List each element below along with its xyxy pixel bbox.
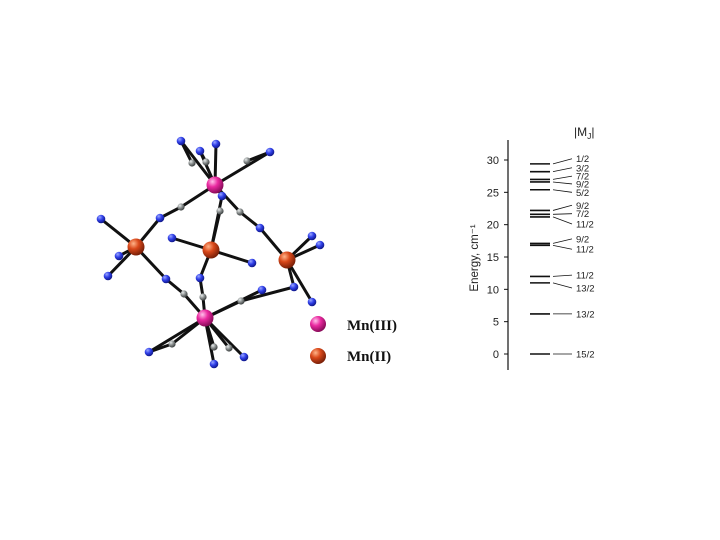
nitrogen-atom (155, 213, 165, 223)
carbon-atom (202, 158, 210, 166)
mj-value-label: 9/2 (576, 201, 589, 212)
molecular-structure (96, 136, 325, 369)
nitrogen-atom (161, 274, 171, 284)
nitrogen-atom (103, 271, 113, 281)
atom-set (96, 136, 325, 369)
nitrogen-atom (114, 251, 124, 261)
nitrogen-atom (265, 147, 275, 157)
nitrogen-atom (211, 139, 221, 149)
mj-labels: 1/23/27/29/25/29/27/211/29/211/211/213/2… (552, 154, 595, 361)
level-leader-line (552, 274, 573, 277)
mj-value-label: 9/2 (576, 234, 589, 245)
legend-marker-mn3 (310, 316, 326, 332)
level-leader-line (552, 216, 573, 225)
nitrogen-atom (257, 285, 267, 295)
mj-value-label: 11/2 (576, 245, 594, 256)
mn2-atom (278, 251, 296, 269)
y-tick-label: 10 (487, 284, 499, 296)
mj-header-subscript: J (587, 131, 591, 141)
nitrogen-atom (289, 282, 299, 292)
mn2-atom (127, 238, 145, 256)
carbon-atom (168, 340, 176, 348)
bond (239, 285, 296, 303)
mj-value-label: 3/2 (576, 163, 589, 174)
mn2-atom (202, 241, 220, 259)
level-leader-line (552, 189, 573, 193)
nitrogen-atom (144, 347, 154, 357)
carbon-atom (237, 297, 245, 305)
carbon-atom (188, 159, 196, 167)
mj-column-header: |MJ| (574, 125, 595, 141)
y-tick-label: 15 (487, 252, 499, 264)
y-tick-label: 0 (493, 349, 499, 361)
level-leader-line (552, 282, 573, 289)
mj-value-label: 13/2 (576, 284, 595, 295)
nitrogen-atom (239, 352, 249, 362)
carbon-atom (210, 343, 218, 351)
y-tick-label: 30 (487, 155, 499, 167)
nitrogen-atom (255, 223, 265, 233)
nitrogen-atom (209, 359, 219, 369)
mj-header-open: |M (574, 125, 587, 139)
nitrogen-atom (315, 240, 325, 250)
mj-value-label: 15/2 (576, 350, 595, 361)
mj-value-label: 11/2 (576, 220, 594, 231)
carbon-atom (243, 157, 251, 165)
y-axis-ticks: 0 5 10 15 20 25 30 (487, 155, 508, 361)
mn3-atom (206, 176, 224, 194)
carbon-atom (180, 290, 188, 298)
level-leader-line (552, 167, 573, 173)
bond (213, 150, 272, 187)
nitrogen-atom (167, 233, 177, 243)
mj-value-label: 9/2 (576, 179, 589, 190)
level-leader-line (552, 213, 573, 215)
level-leader-line (552, 244, 573, 250)
mj-value-label: 11/2 (576, 271, 594, 282)
nitrogen-atom (217, 191, 227, 201)
mj-value-label: 5/2 (576, 188, 589, 199)
mj-value-label: 1/2 (576, 154, 589, 165)
y-tick-label: 20 (487, 220, 499, 232)
level-leader-line (552, 181, 573, 185)
y-tick-label: 5 (493, 317, 499, 329)
nitrogen-atom (307, 231, 317, 241)
legend-label-mn2: Mn(II) (347, 349, 391, 365)
nitrogen-atom (195, 146, 205, 156)
nitrogen-atom (195, 273, 205, 283)
carbon-atom (225, 344, 233, 352)
mj-value-label: 7/2 (576, 172, 589, 183)
bond (179, 139, 217, 187)
carbon-atom (199, 293, 207, 301)
y-tick-label: 25 (487, 187, 499, 199)
level-leader-line (552, 204, 573, 211)
energy-levels (530, 163, 550, 355)
mn3-atom (196, 309, 214, 327)
mj-value-label: 13/2 (576, 309, 595, 320)
carbon-atom (236, 208, 244, 216)
nitrogen-atom (176, 136, 186, 146)
legend: Mn(III) Mn(II) (310, 316, 397, 365)
mj-value-label: 7/2 (576, 209, 589, 220)
nitrogen-atom (307, 297, 317, 307)
level-leader-line (552, 158, 573, 165)
legend-marker-mn2 (310, 348, 326, 364)
mj-header-close: | (591, 125, 594, 139)
level-leader-line (552, 175, 573, 180)
y-axis-title: Energy, cm⁻¹ (469, 224, 481, 291)
carbon-atom (177, 203, 185, 211)
level-leader-line (552, 238, 573, 244)
bond (203, 288, 264, 320)
nitrogen-atom (247, 258, 257, 268)
carbon-atom (216, 207, 224, 215)
legend-label-mn3: Mn(III) (347, 318, 397, 334)
nitrogen-atom (96, 214, 106, 224)
